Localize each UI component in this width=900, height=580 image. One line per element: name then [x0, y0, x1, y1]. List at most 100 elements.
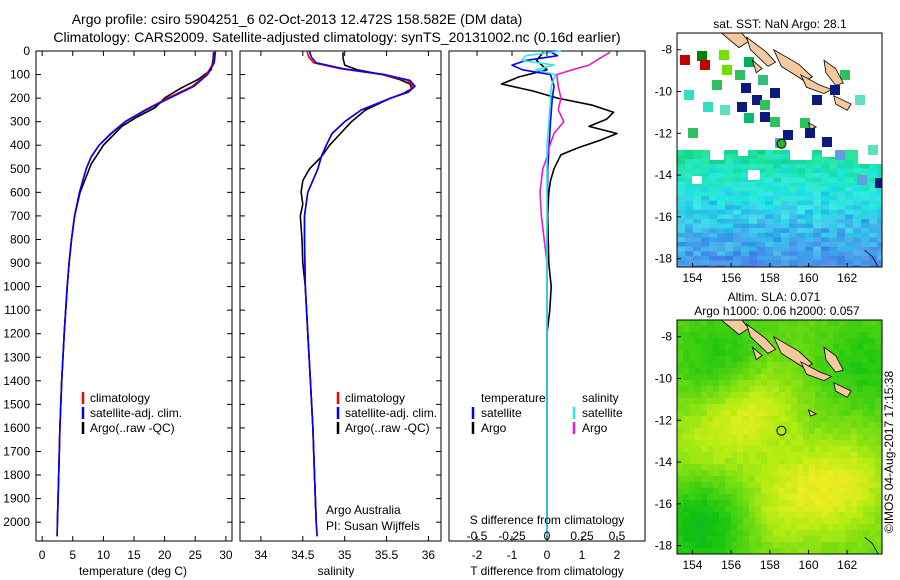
sla-cell	[827, 494, 834, 501]
sla-cell	[875, 506, 882, 513]
sst-cell	[797, 219, 806, 224]
sst-cell	[733, 232, 742, 238]
sla-cell	[695, 404, 702, 411]
sla-cell	[677, 368, 684, 375]
sla-cell	[689, 536, 696, 543]
sla-cell	[845, 428, 852, 435]
sla-cell	[707, 410, 714, 417]
sla-cell	[737, 386, 744, 393]
sla-cell	[869, 362, 876, 369]
sla-cell	[785, 428, 792, 435]
sla-cell	[839, 422, 846, 429]
sla-cell	[797, 518, 804, 525]
sst-cell	[821, 223, 830, 229]
sla-cell	[791, 488, 798, 495]
sst-cell	[869, 260, 878, 266]
sla-cell	[863, 332, 870, 339]
sla-cell	[809, 512, 816, 519]
sla-cell	[713, 344, 720, 351]
sla-cell	[773, 500, 780, 507]
sst-cell	[821, 182, 830, 187]
sst-map-x-ticks: 154 156 158 160 162	[682, 263, 858, 285]
sla-cell	[677, 476, 684, 483]
sla-cell	[713, 494, 720, 501]
sla-cell	[725, 494, 732, 501]
sla-cell	[809, 494, 816, 501]
sst-cell	[733, 173, 742, 178]
sst-cell	[845, 228, 854, 233]
legend-argo-label: Argo(..raw -QC)	[90, 421, 175, 435]
sla-cell	[731, 380, 738, 387]
sla-cell	[701, 524, 708, 531]
sst-cell	[853, 219, 862, 224]
sla-cell	[869, 494, 876, 501]
timestamp-stamp: ©IMOS 04-Aug-2017 17:15:38	[882, 371, 896, 534]
sla-cell	[803, 428, 810, 435]
sla-cell	[785, 404, 792, 411]
sla-cell	[803, 494, 810, 501]
sla-cell	[791, 368, 798, 375]
sla-cell	[737, 428, 744, 435]
island-shape	[799, 360, 833, 382]
sla-cell	[827, 440, 834, 447]
sst-cell	[821, 219, 830, 224]
sla-cell	[743, 368, 750, 375]
sla-cell	[761, 326, 768, 333]
sla-cell	[779, 446, 786, 453]
sla-cell	[689, 464, 696, 471]
sla-cell	[833, 344, 840, 351]
temperature-x-tick-label: 25	[189, 548, 203, 562]
sla-cell	[713, 548, 720, 554]
sla-cell	[737, 374, 744, 381]
sst-cell	[797, 205, 806, 210]
sla-cell	[689, 458, 696, 465]
sla-cell	[743, 464, 750, 471]
sla-cell	[695, 392, 702, 399]
sla-cell	[755, 542, 762, 549]
sla-cell	[773, 524, 780, 531]
sla-cell	[713, 506, 720, 513]
sst-cell	[877, 186, 882, 192]
sla-cell	[689, 446, 696, 453]
sla-cell	[725, 458, 732, 465]
sla-cell	[677, 392, 684, 399]
sla-cell	[839, 374, 846, 381]
sla-cell	[713, 446, 720, 453]
sla-cell	[749, 338, 756, 345]
difference-x-label: T difference from climatology	[470, 564, 624, 578]
sla-cell	[749, 518, 756, 525]
sla-cell	[815, 530, 822, 537]
sst-cell	[684, 90, 694, 100]
sst-cell	[789, 223, 798, 229]
sla-cell	[719, 386, 726, 393]
sla-cell	[833, 476, 840, 483]
sst-cell	[869, 182, 878, 187]
sla-cell	[695, 548, 702, 554]
sla-cell	[761, 488, 768, 495]
sla-cell	[791, 470, 798, 477]
sla-cell	[713, 320, 720, 327]
sst-cell	[677, 219, 686, 224]
sst-cell	[693, 191, 702, 197]
sst-cell	[741, 186, 750, 192]
sst-cell	[749, 191, 758, 197]
sla-cell	[713, 452, 720, 459]
sst-cell	[725, 209, 734, 215]
sst-cell	[789, 186, 798, 192]
sla-cell	[785, 374, 792, 381]
sst-cell	[709, 182, 718, 187]
sla-cell	[755, 320, 762, 327]
sla-cell	[677, 410, 684, 417]
island-shape	[745, 36, 777, 67]
salinity-x-tick-label: 35.5	[375, 548, 399, 562]
sst-cell	[837, 209, 846, 215]
sla-cell	[827, 320, 834, 327]
sla-cell	[857, 416, 864, 423]
sla-cell	[875, 476, 882, 483]
sla-cell	[725, 434, 732, 441]
sla-cell	[743, 392, 750, 399]
sst-cell	[797, 223, 806, 229]
sla-cell	[767, 512, 774, 519]
sla-cell	[827, 536, 834, 543]
sst-cell	[781, 255, 790, 261]
